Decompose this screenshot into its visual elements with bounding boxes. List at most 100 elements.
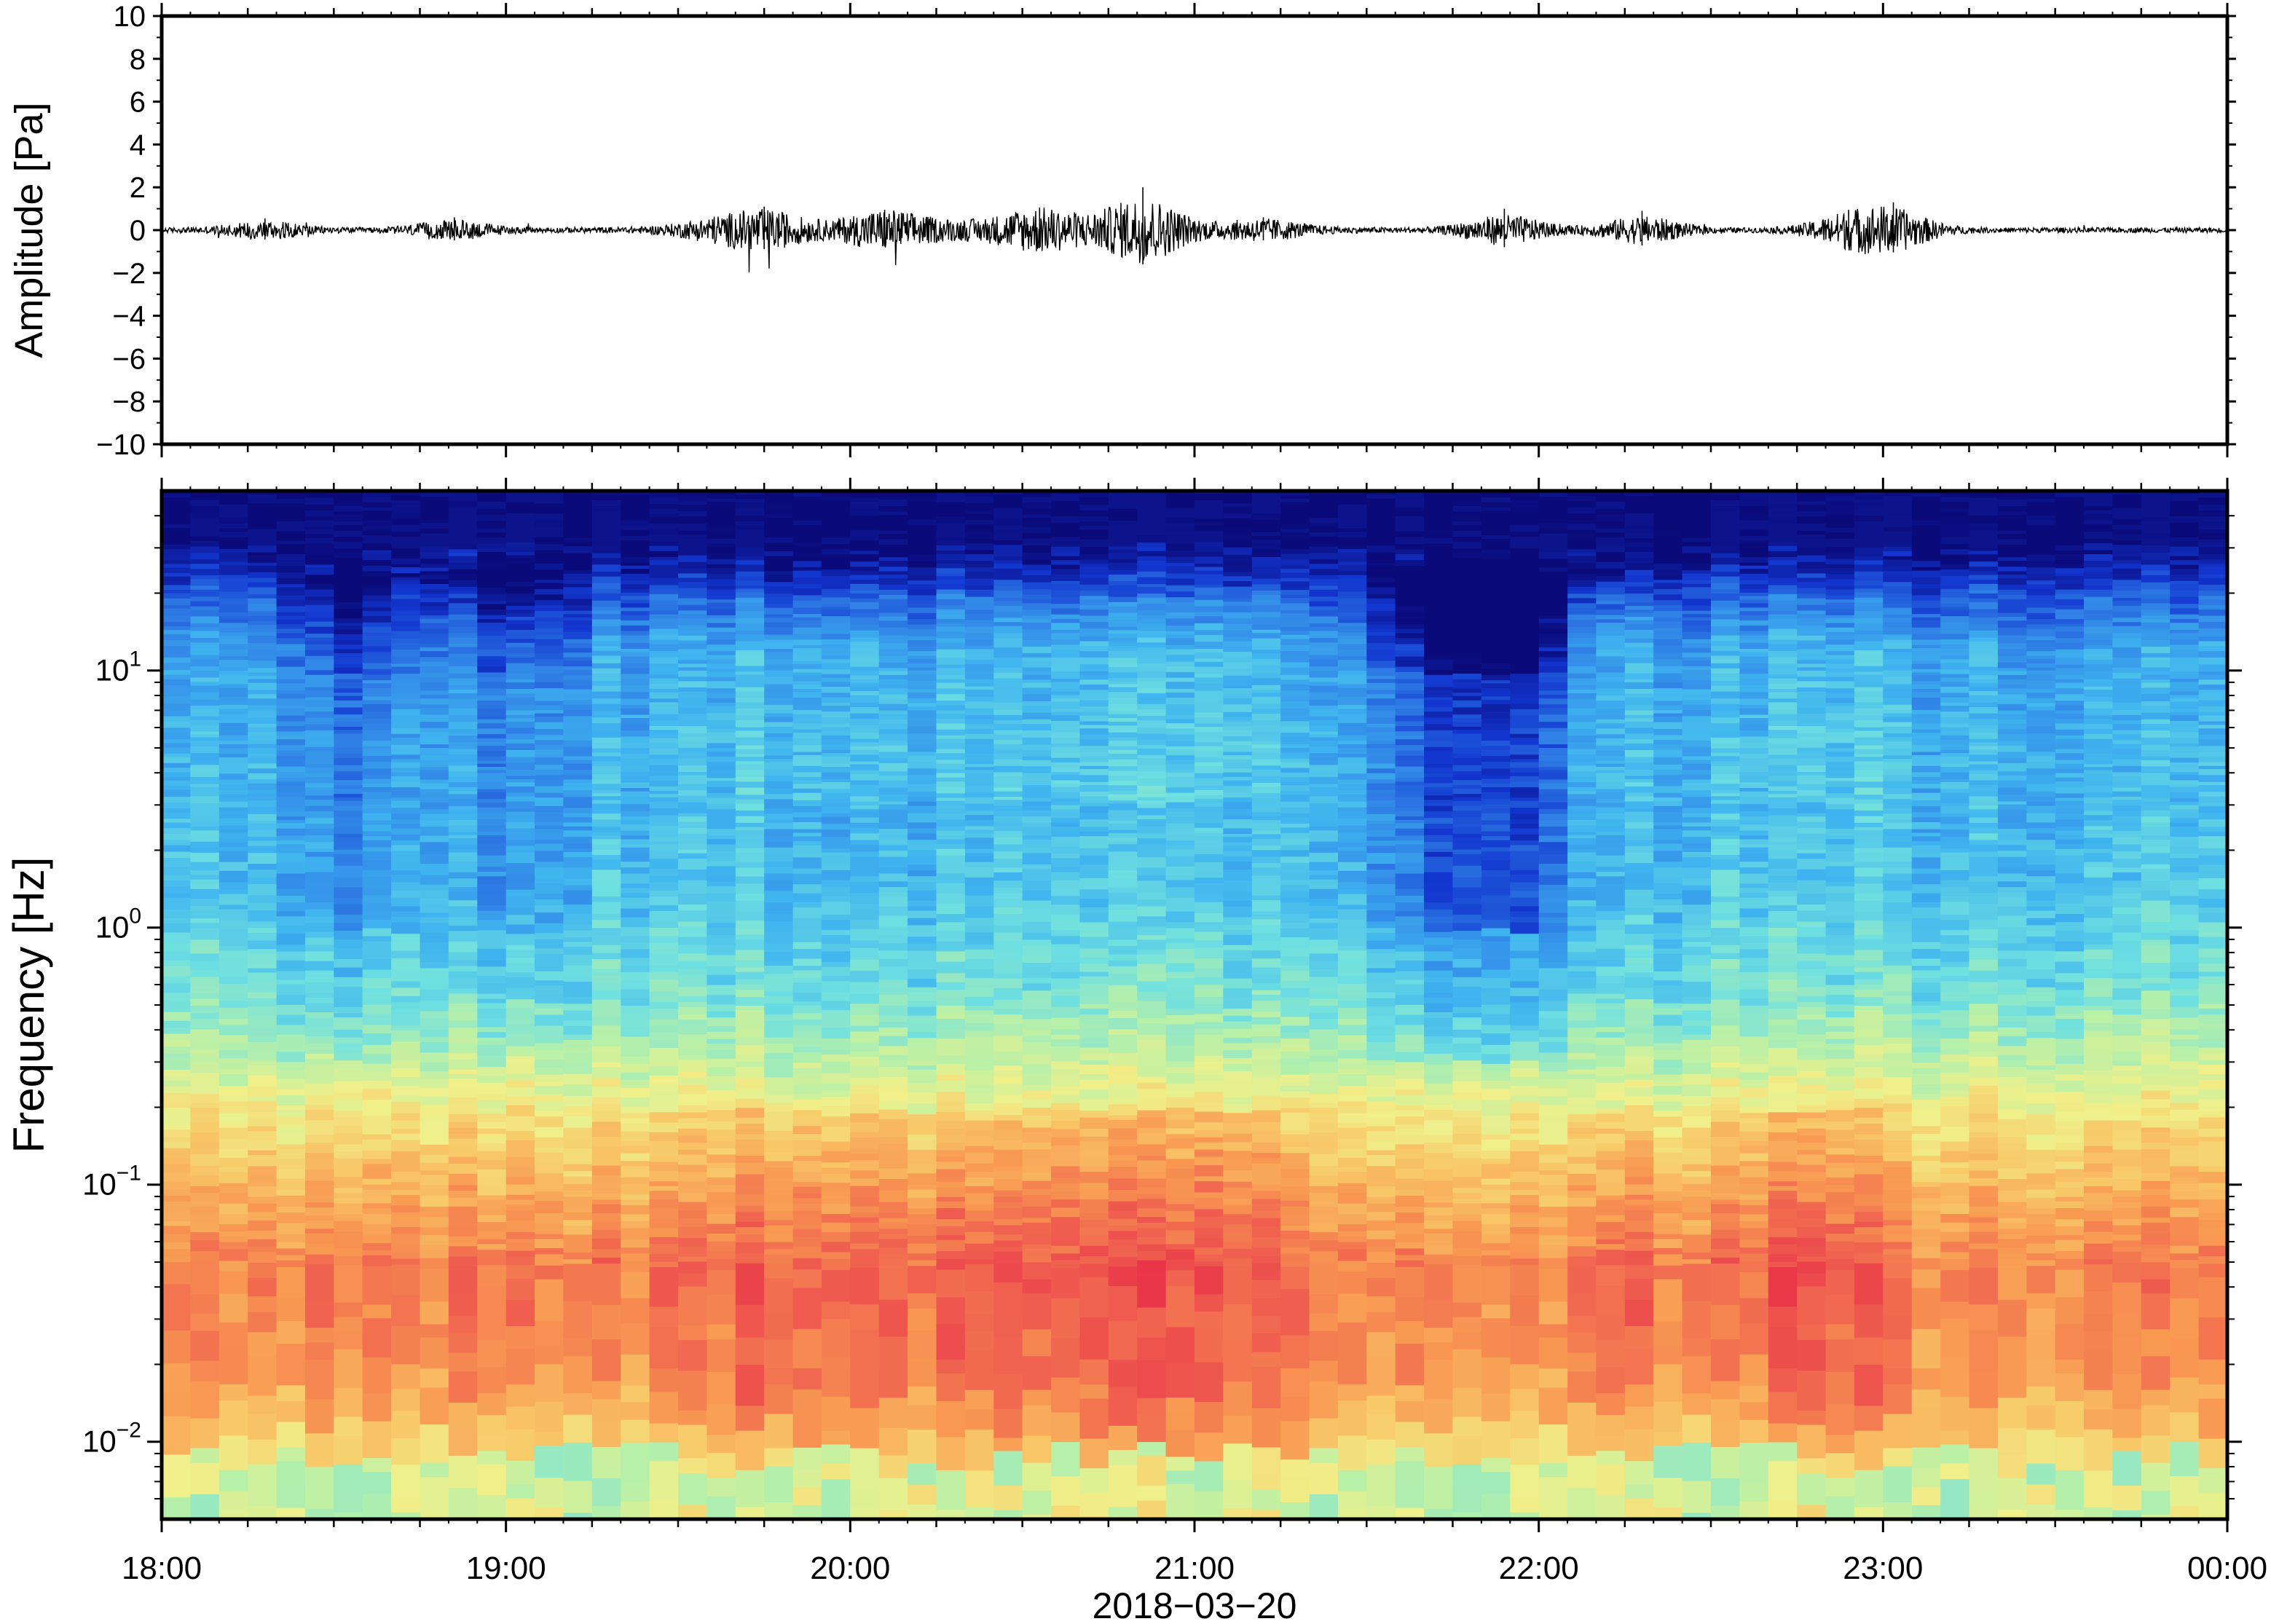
spectrogram-cell xyxy=(1051,501,1081,508)
spectrogram-cell xyxy=(1079,746,1109,753)
spectrogram-cell xyxy=(1022,917,1052,923)
spectrogram-cell xyxy=(334,495,363,503)
spectrogram-cell xyxy=(850,537,880,541)
spectrogram-cell xyxy=(420,1387,449,1425)
spectrogram-cell xyxy=(505,658,535,664)
spectrogram-cell xyxy=(850,551,880,555)
spectrogram-cell xyxy=(477,1250,507,1259)
spectrogram-cell xyxy=(1108,672,1138,679)
spectrogram-cell xyxy=(563,1264,593,1302)
spectrogram-cell xyxy=(993,591,1023,599)
spectrogram-cell xyxy=(448,1028,478,1038)
spectrogram-cell xyxy=(563,1259,593,1264)
spectrogram-cell xyxy=(276,984,306,996)
spectrogram-cell xyxy=(850,1330,880,1372)
spectrogram-cell xyxy=(621,883,650,889)
spectrogram-cell xyxy=(477,576,507,583)
spectrogram-cell xyxy=(190,553,220,560)
spectrogram-cell xyxy=(678,828,707,834)
spectrogram-cell xyxy=(1079,765,1109,770)
spectrogram-cell xyxy=(563,942,593,947)
spectrogram-cell xyxy=(1051,1152,1081,1161)
spectrogram-cell xyxy=(190,811,220,816)
spectrogram-cell xyxy=(391,862,421,871)
spectrogram-cell xyxy=(792,729,822,733)
spectrogram-cell xyxy=(190,491,220,496)
spectrogram-cell xyxy=(908,805,937,811)
spectrogram-cell xyxy=(304,1202,334,1208)
spectrogram-cell xyxy=(735,1067,765,1079)
spectrogram-cell xyxy=(477,619,507,623)
spectrogram-cell xyxy=(993,508,1023,515)
spectrogram-cell xyxy=(219,829,248,834)
spectrogram-cell xyxy=(477,708,507,717)
spectrogram-cell xyxy=(563,516,593,524)
spectrogram-cell xyxy=(964,1178,994,1187)
spectrogram-cell xyxy=(391,703,421,710)
spectrogram-cell xyxy=(505,1157,535,1168)
spectrogram-cell xyxy=(1165,867,1195,876)
spectrogram-cell xyxy=(735,592,765,599)
spectrogram-cell xyxy=(248,503,278,511)
spectrogram-cell xyxy=(821,508,851,513)
spectrogram-cell xyxy=(362,840,392,848)
spectrogram-cell xyxy=(391,1140,421,1152)
spectrogram-cell xyxy=(850,624,880,631)
spectrogram-cell xyxy=(735,803,765,811)
spectrogram-cell xyxy=(162,786,191,790)
spectrogram-cell xyxy=(420,820,449,827)
spectrogram-cell xyxy=(993,494,1023,502)
spectrogram-cell xyxy=(908,1125,937,1135)
spectrogram-cell xyxy=(878,1222,908,1229)
spectrogram-cell xyxy=(276,1045,306,1052)
spectrogram-cell xyxy=(1108,992,1138,1003)
spectrogram-cell xyxy=(162,762,191,768)
spectrogram-cell xyxy=(1022,983,1052,991)
spectrogram-cell xyxy=(1079,712,1109,717)
spectrogram-cell xyxy=(1022,667,1052,672)
spectrogram-cell xyxy=(219,984,248,995)
spectrogram-cell xyxy=(535,713,564,717)
spectrogram-cell xyxy=(276,736,306,740)
spectrogram-cell xyxy=(190,1035,220,1044)
spectrogram-cell xyxy=(678,1060,707,1072)
spectrogram-cell xyxy=(621,754,650,759)
spectrogram-cell xyxy=(391,693,421,699)
spectrogram-cell xyxy=(563,580,593,585)
spectrogram-cell xyxy=(276,916,306,926)
spectrogram-cell xyxy=(764,622,794,628)
spectrogram-cell xyxy=(304,559,334,565)
spectrogram-cell xyxy=(764,1053,794,1060)
spectrogram-cell xyxy=(1165,551,1195,558)
spectrogram-cell xyxy=(420,1301,449,1325)
spectrogram-cell xyxy=(1108,1115,1138,1121)
spectrogram-cell xyxy=(964,502,994,508)
spectrogram-cell xyxy=(591,1183,621,1189)
spectrogram-cell xyxy=(448,993,478,1004)
spectrogram-cell xyxy=(1108,677,1138,682)
spectrogram-cell xyxy=(821,757,851,764)
spectrogram-cell xyxy=(162,875,191,881)
spectrogram-cell xyxy=(276,896,306,903)
spectrogram-cell xyxy=(1051,836,1081,842)
spectrogram-cell xyxy=(248,1239,278,1247)
spectrogram-cell xyxy=(964,862,994,868)
spectrogram-cell xyxy=(1022,847,1052,854)
spectrogram-cell xyxy=(850,682,880,687)
spectrogram-cell xyxy=(505,822,535,829)
spectrogram-cell xyxy=(1137,658,1167,664)
spectrogram-cell xyxy=(1165,1009,1195,1016)
spectrogram-cell xyxy=(678,1192,707,1203)
spectrogram-cell xyxy=(1108,546,1138,551)
spectrogram-cell xyxy=(649,1244,679,1255)
spectrogram-cell xyxy=(1165,1073,1195,1084)
spectrogram-cell xyxy=(707,866,736,878)
spectrogram-cell xyxy=(448,1037,478,1044)
spectrogram-cell xyxy=(448,1052,478,1060)
spectrogram-cell xyxy=(448,1113,478,1123)
spectrogram-cell xyxy=(964,1429,994,1472)
spectrogram-cell xyxy=(420,1029,449,1038)
spectrogram-cell xyxy=(678,1340,707,1371)
spectrogram-cell xyxy=(908,822,937,829)
spectrogram-cell xyxy=(448,931,478,942)
